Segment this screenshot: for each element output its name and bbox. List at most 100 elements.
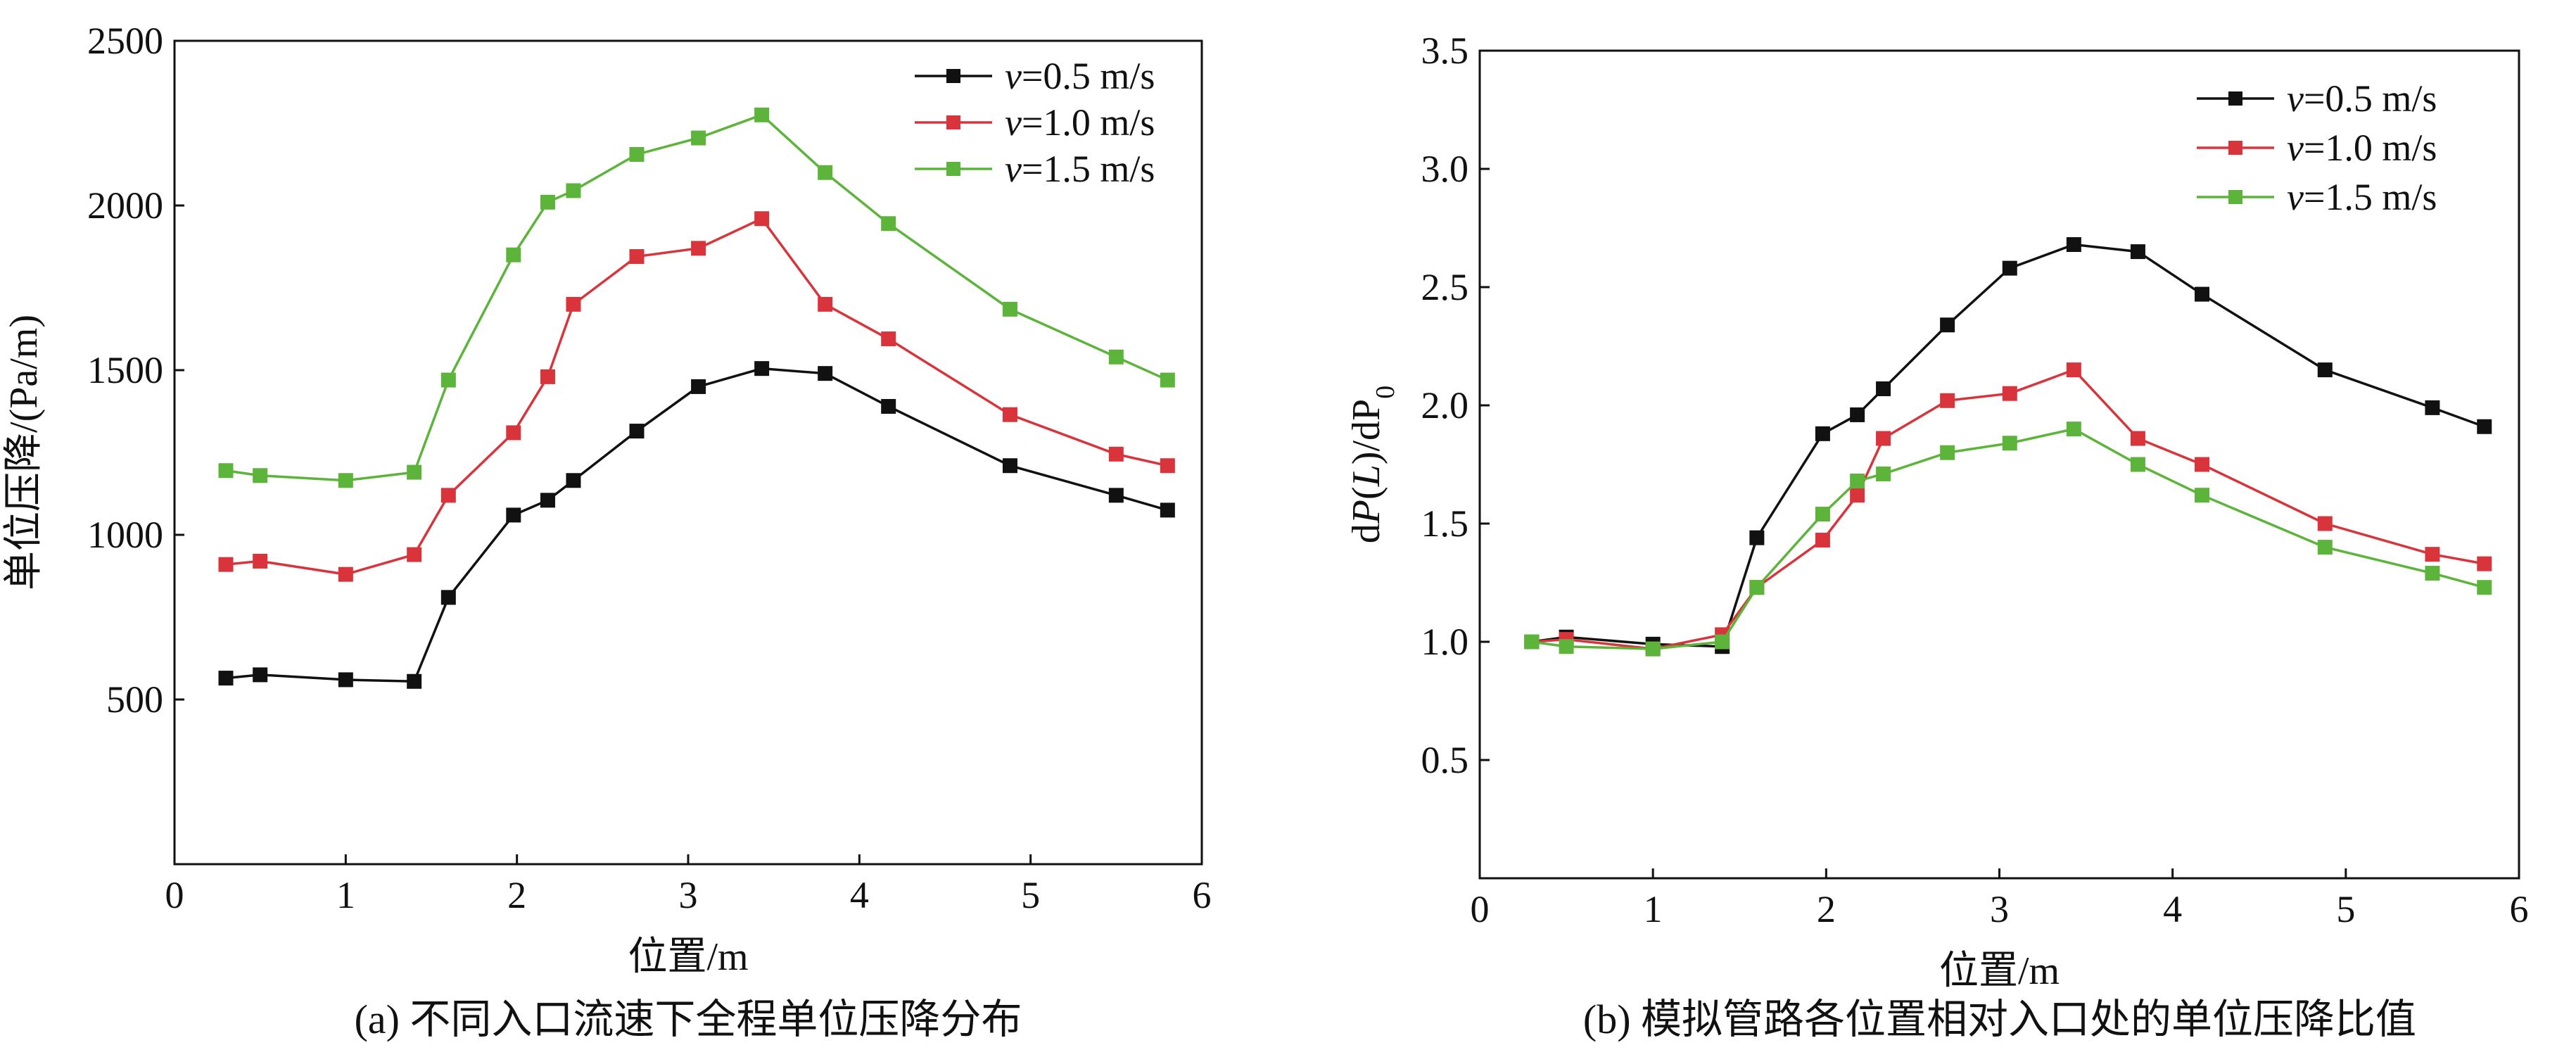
figure-caption: (a) 不同入口流速下全程单位压降分布 — [355, 996, 1022, 1042]
data-point — [2066, 362, 2081, 378]
x-tick-label: 4 — [850, 874, 869, 916]
data-point — [2317, 540, 2333, 555]
data-point — [540, 369, 555, 384]
data-point — [566, 296, 581, 312]
legend-label-var: v — [2287, 176, 2304, 218]
legend-label: v=1.0 m/s — [2287, 127, 2437, 169]
data-point — [1524, 634, 1540, 650]
x-tick-label: 1 — [336, 874, 355, 916]
y-axis-label-part: P — [1345, 500, 1388, 524]
data-point — [2002, 386, 2017, 401]
legend-label-value: =1.5 m/s — [1022, 148, 1155, 190]
data-point — [540, 194, 555, 210]
data-point — [691, 379, 706, 394]
legend-label-var: v — [1005, 101, 1022, 144]
data-point — [440, 372, 456, 388]
data-point — [2195, 457, 2210, 472]
y-tick-label: 1.5 — [1421, 502, 1469, 545]
data-point — [818, 366, 833, 381]
data-point — [1002, 458, 1017, 474]
series-line — [225, 367, 1168, 683]
x-tick-label: 6 — [1193, 874, 1212, 916]
data-point — [691, 130, 706, 146]
y-tick-label: 1.0 — [1421, 621, 1469, 663]
data-point — [818, 165, 833, 180]
data-point — [1108, 446, 1124, 462]
data-point — [253, 553, 268, 569]
x-axis-label: 位置/m — [1939, 949, 2060, 993]
data-point — [754, 107, 770, 122]
y-axis-label: 单位压降/(Pa/m) — [2, 315, 46, 590]
data-point — [2477, 556, 2492, 571]
data-point — [1850, 488, 1865, 503]
data-point — [2195, 286, 2210, 302]
y-axis-label-part: ( — [1345, 486, 1388, 500]
data-point — [1749, 580, 1765, 595]
data-point — [1108, 488, 1124, 503]
legend-marker — [2228, 91, 2242, 106]
x-tick-label: 4 — [2163, 888, 2182, 930]
data-point — [629, 424, 645, 439]
data-point — [338, 672, 353, 688]
legend-label-var: v — [1005, 148, 1022, 190]
y-tick-label: 1500 — [87, 349, 163, 391]
x-tick-label: 3 — [679, 874, 698, 916]
data-point — [1002, 407, 1017, 422]
data-point — [1559, 639, 1574, 654]
y-tick-label: 3.5 — [1421, 30, 1469, 72]
data-point — [881, 216, 896, 232]
data-point — [1876, 466, 1891, 481]
legend-label-var: v — [2287, 77, 2304, 120]
data-point — [881, 331, 896, 347]
data-point — [540, 493, 555, 508]
data-point — [407, 673, 422, 689]
data-point — [1940, 393, 1955, 408]
data-point — [338, 567, 353, 582]
data-point — [629, 249, 645, 265]
y-tick-label: 2.0 — [1421, 384, 1469, 426]
data-point — [2477, 580, 2492, 595]
y-axis-label-part: )/d — [1345, 421, 1388, 464]
data-point — [440, 488, 456, 503]
series-line — [225, 113, 1169, 482]
x-tick-label: 5 — [1021, 874, 1040, 916]
data-point — [1876, 381, 1891, 396]
legend-marker — [2228, 141, 2242, 155]
legend-label-var: v — [2287, 127, 2304, 169]
legend-label: v=0.5 m/s — [1005, 55, 1155, 97]
data-point — [2425, 566, 2440, 581]
legend-label-value: =1.5 m/s — [2304, 176, 2437, 218]
data-point — [2195, 488, 2210, 503]
data-point — [407, 547, 422, 562]
legend-label-value: =0.5 m/s — [1022, 55, 1155, 97]
legend-label: v=1.5 m/s — [2287, 176, 2437, 218]
legend-entry-1: v=0.5 m/s — [915, 55, 1155, 97]
legend-label-value: =0.5 m/s — [2304, 77, 2437, 120]
x-tick-label: 0 — [1471, 888, 1490, 930]
legend-label: v=0.5 m/s — [2287, 77, 2437, 120]
plot-frame — [1478, 49, 2520, 880]
data-point — [2425, 400, 2440, 415]
data-point — [253, 468, 268, 483]
data-point — [1715, 634, 1730, 650]
data-point — [1645, 641, 1661, 657]
data-point — [1002, 301, 1017, 317]
data-point — [1940, 445, 1955, 460]
legend-entry-3: v=1.5 m/s — [915, 148, 1155, 190]
series-2 — [1524, 362, 2492, 657]
series-line — [1531, 368, 2485, 650]
data-point — [2066, 237, 2081, 253]
x-tick-label: 3 — [1990, 888, 2009, 930]
x-tick-label: 2 — [1817, 888, 1836, 930]
data-point — [1850, 474, 1865, 489]
y-axis-label-part: 0 — [1371, 386, 1400, 399]
data-point — [1749, 530, 1765, 545]
y-tick-label: 1000 — [87, 514, 163, 556]
series-line — [1531, 427, 2485, 650]
x-tick-label: 6 — [2510, 888, 2529, 930]
data-point — [2477, 419, 2492, 434]
data-point — [1940, 317, 1955, 333]
data-point — [691, 241, 706, 256]
data-point — [407, 464, 422, 480]
legend-entry-2: v=1.0 m/s — [915, 101, 1155, 144]
